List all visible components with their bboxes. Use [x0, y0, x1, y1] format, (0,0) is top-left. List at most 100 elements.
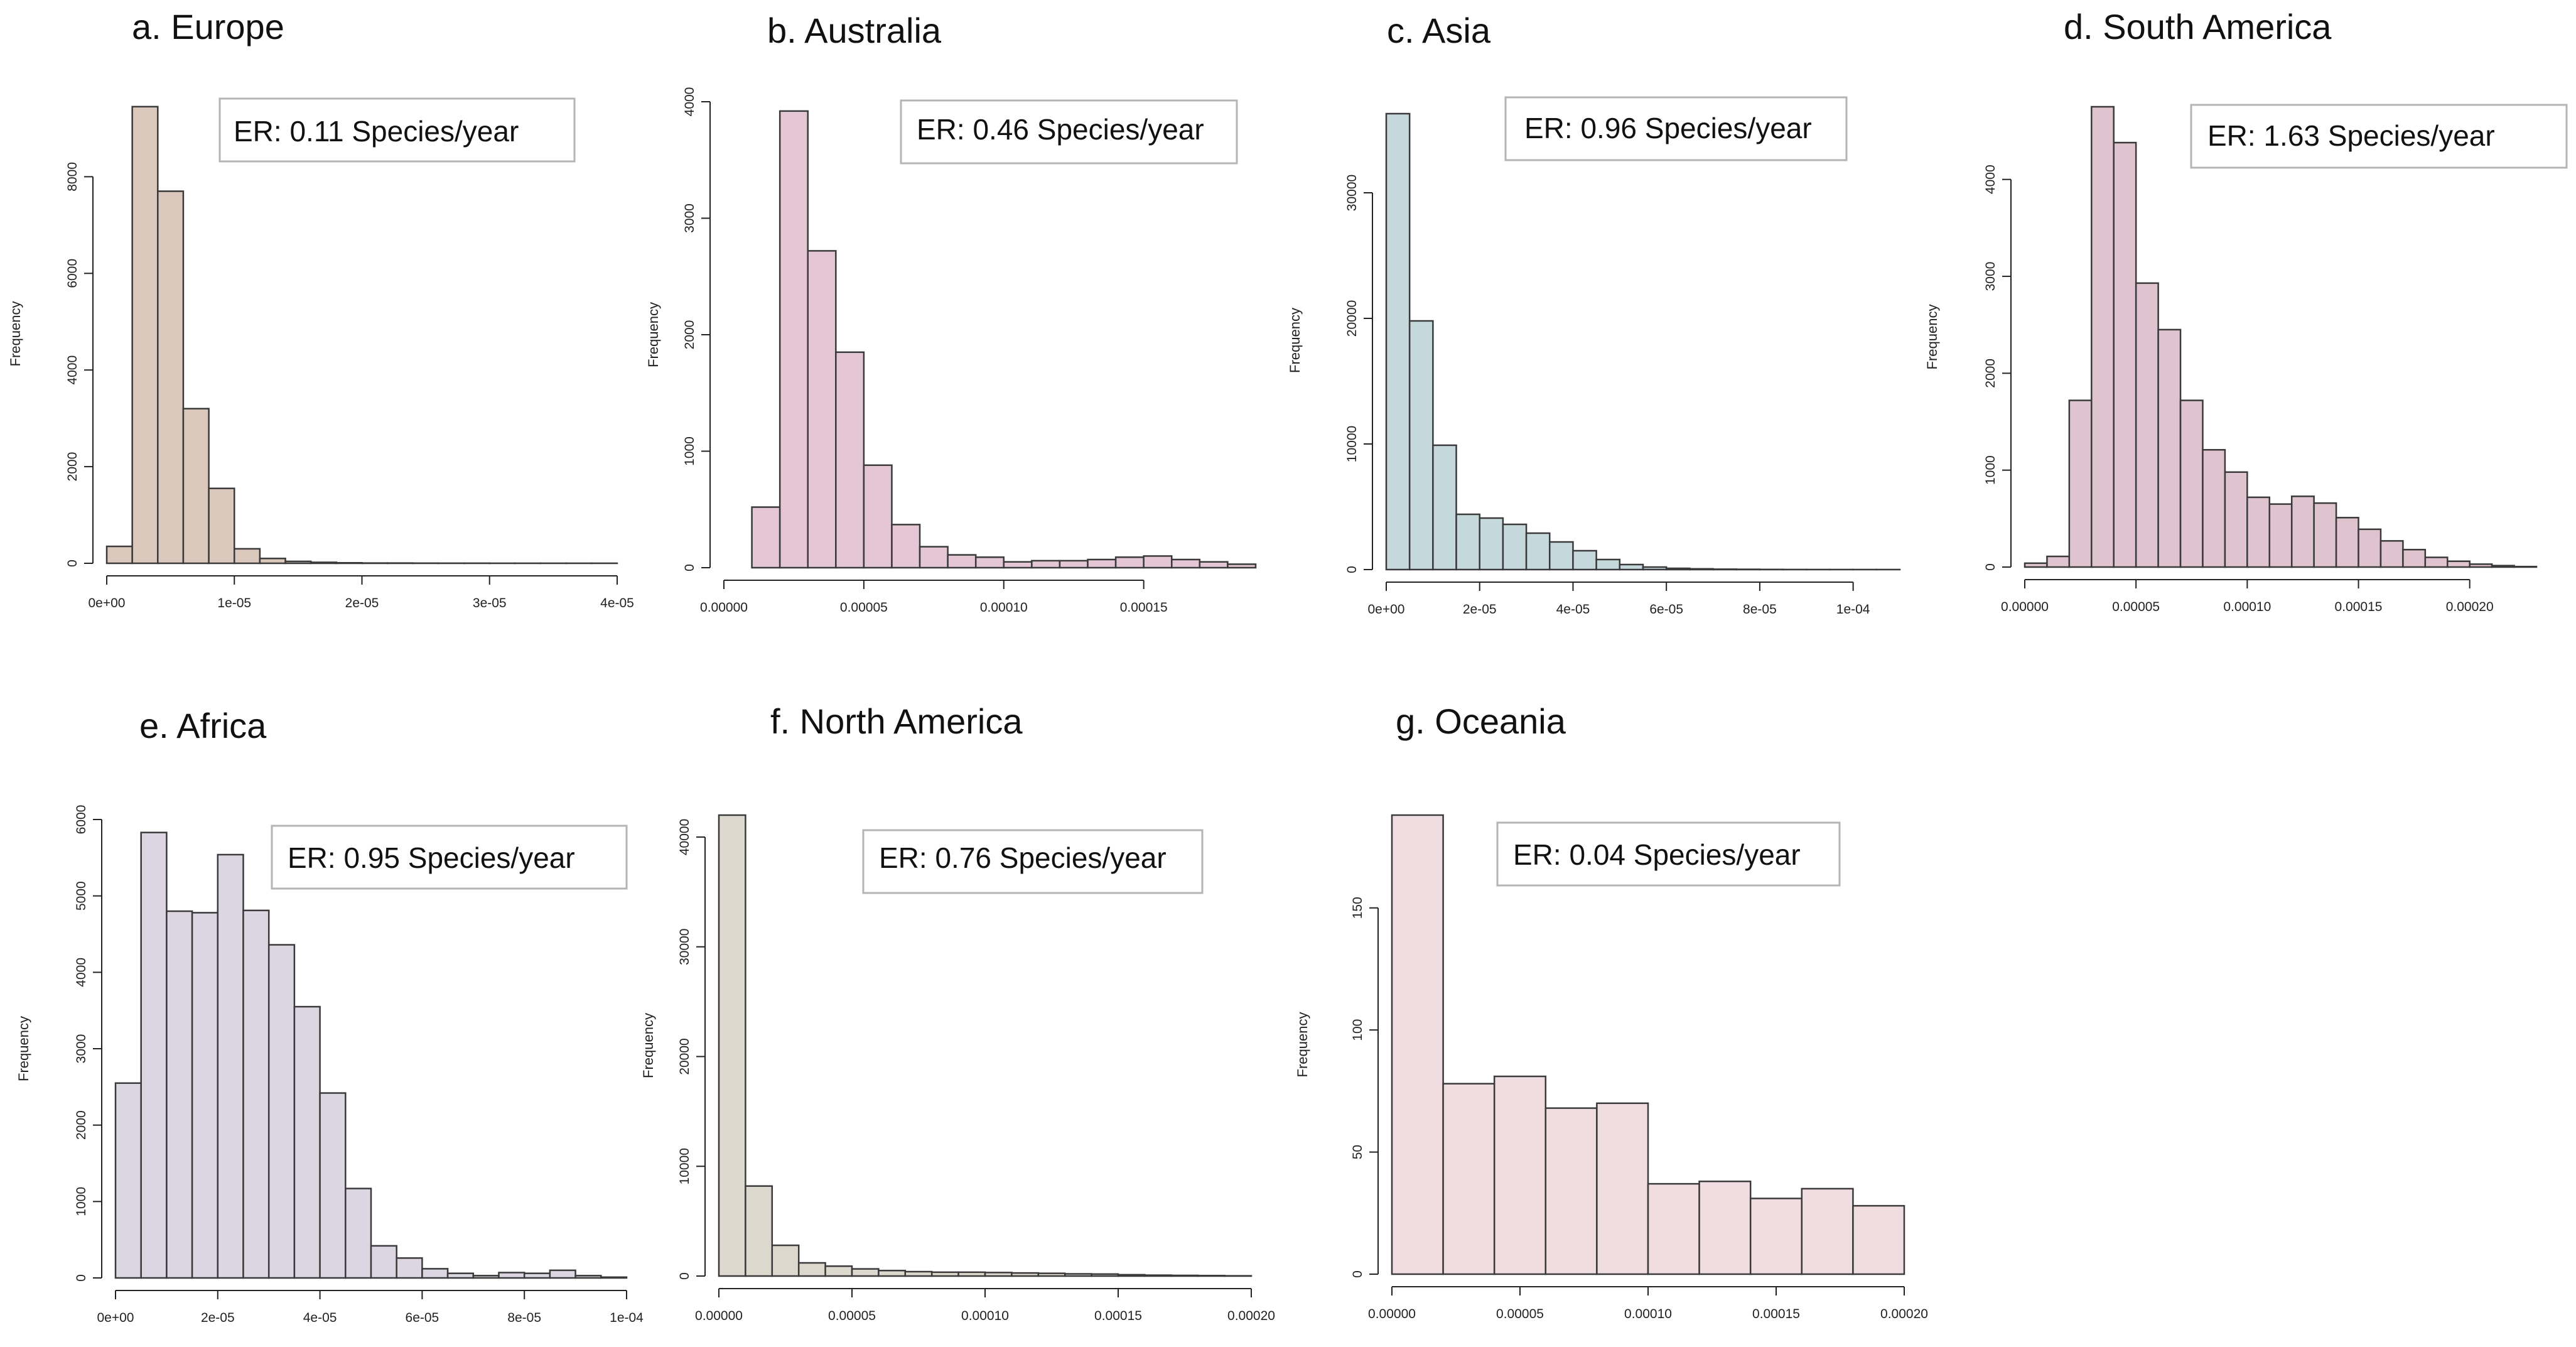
histogram-bar: [446, 1272, 475, 1279]
x-tick-label: 0.00010: [2223, 600, 2271, 614]
x-tick-label: 0.00000: [1368, 1307, 1416, 1321]
panel-g: g. Oceania 0.00000 0.00005 0.00010 0.00015 0.…: [1295, 701, 1928, 1321]
y-tick-label: 4000: [1983, 165, 1998, 194]
histogram-bar: [824, 1265, 853, 1277]
y-tick-label: 2000: [74, 1110, 89, 1140]
y-tick-label: 0: [1983, 563, 1998, 571]
y-tick-label: 3000: [1983, 262, 1998, 291]
histogram-bar: [191, 912, 219, 1279]
histogram-bar: [1064, 1273, 1092, 1277]
histogram-bar: [208, 487, 235, 565]
histogram-bar: [2224, 471, 2248, 568]
histogram-bar: [891, 524, 921, 569]
histogram-bar: [1170, 1274, 1199, 1277]
histogram-bar: [745, 1185, 773, 1277]
histogram-bar: [1011, 1272, 1040, 1277]
histogram-bar: [1642, 566, 1668, 571]
x-tick-label: 0.00010: [1624, 1307, 1672, 1321]
y-axis-label: Frequency: [640, 1013, 656, 1078]
y-tick-label: 50: [1350, 1145, 1365, 1159]
histogram-bar: [242, 909, 270, 1279]
histogram-bar: [217, 853, 244, 1279]
x-tick-label: 0.00015: [2335, 600, 2383, 614]
histogram-bar: [1114, 556, 1145, 569]
x-tick-label: 2e-05: [201, 1311, 235, 1325]
histogram-bar: [1749, 1198, 1803, 1275]
histogram-bar: [957, 1271, 986, 1277]
x-tick-label: 2e-05: [345, 596, 379, 610]
y-tick-label: 3000: [74, 1034, 89, 1064]
histogram-bar: [1712, 568, 1737, 571]
x-tick-label: 0e+00: [89, 596, 126, 610]
panel-c: c. Asia 0e+00 2e-05 4e-05 6e-05 8e-05 1e-04 0 10…: [1287, 11, 1901, 617]
y-tick-label: 20000: [677, 1038, 692, 1074]
y-tick-label: 10000: [1345, 426, 1359, 462]
histogram-bar: [1698, 1180, 1752, 1275]
x-tick-label: 0.00000: [695, 1309, 743, 1323]
histogram-bar: [549, 1269, 576, 1279]
histogram-bar: [498, 1272, 525, 1279]
panel-d: d. South America 0.00000 0.00005 0.00010 0.0…: [1924, 7, 2568, 614]
y-tick-label: 0: [1345, 566, 1359, 573]
annotation-text: ER: 0.95 Species/year: [288, 841, 575, 874]
y-tick-label: 0: [677, 1272, 692, 1280]
histogram-bar: [2202, 449, 2226, 568]
histogram-bar: [267, 944, 296, 1279]
histogram-bar: [2246, 496, 2271, 568]
x-tick-label: 0e+00: [1368, 602, 1405, 617]
panel-title: g. Oceania: [1396, 701, 1566, 741]
histogram-bar: [1117, 1274, 1146, 1277]
histogram-bar: [1091, 1273, 1119, 1277]
histogram-bar: [2513, 565, 2538, 568]
histogram-bar: [370, 1245, 397, 1279]
x-tick-label: 1e-04: [610, 1311, 644, 1325]
panel-title: c. Asia: [1387, 11, 1491, 50]
histogram-bar: [2091, 105, 2115, 568]
x-tick-label: 0.00020: [1880, 1307, 1928, 1321]
histogram-bar: [1031, 560, 1061, 569]
histogram-bar: [1647, 1182, 1700, 1275]
y-tick-label: 6000: [65, 259, 80, 288]
histogram-bar: [1003, 561, 1033, 569]
histogram-bar: [234, 548, 261, 565]
histogram-bar: [319, 1092, 347, 1279]
histogram-bar: [157, 190, 185, 565]
histogram-bar: [1852, 1204, 1905, 1275]
y-tick-label: 40000: [677, 819, 692, 855]
panel-e: e. Africa 0e+00 2e-05 4e-05 6e-05 8e-05 1e-04 0…: [16, 706, 644, 1325]
histogram-bar: [472, 1275, 500, 1279]
y-tick-label: 4000: [74, 958, 89, 987]
annotation-box: [271, 825, 628, 890]
histogram-bar: [1432, 444, 1457, 571]
histogram-bar: [1619, 563, 1644, 571]
y-tick-label: 30000: [677, 929, 692, 965]
histogram-bar: [1144, 1274, 1173, 1277]
annotation-text: ER: 0.76 Species/year: [879, 841, 1167, 874]
y-axis-label: Frequency: [1287, 308, 1303, 373]
histogram-bar: [2046, 555, 2071, 568]
histogram-bar: [1227, 563, 1257, 569]
histogram-bar: [523, 1272, 551, 1279]
histogram-bar: [930, 1271, 959, 1277]
histogram-bar: [2135, 282, 2159, 568]
x-tick-label: 6e-05: [406, 1311, 439, 1325]
histogram-bar: [1689, 568, 1714, 571]
x-tick-label: 6e-05: [1649, 602, 1683, 617]
histogram-bar: [1087, 558, 1117, 569]
histogram-bar: [1665, 567, 1691, 571]
y-axis-label: Frequency: [16, 1016, 31, 1081]
histogram-bar: [2179, 399, 2204, 568]
histogram-bar: [140, 831, 168, 1279]
panel-title: e. Africa: [139, 706, 267, 745]
histogram-bar: [1479, 517, 1504, 571]
y-tick-label: 4000: [682, 87, 697, 117]
x-tick-label: 4e-05: [1556, 602, 1590, 617]
panel-f: f. North America 0.00000 0.00005 0.00010 0.0…: [640, 701, 1275, 1323]
histogram-bar: [2358, 528, 2382, 568]
annotation-text: ER: 0.96 Species/year: [1524, 112, 1812, 144]
panel-title: b. Australia: [767, 11, 942, 50]
histogram-bar: [878, 1270, 907, 1277]
histogram-bar: [182, 408, 210, 565]
annotation-box: [1504, 96, 1848, 161]
